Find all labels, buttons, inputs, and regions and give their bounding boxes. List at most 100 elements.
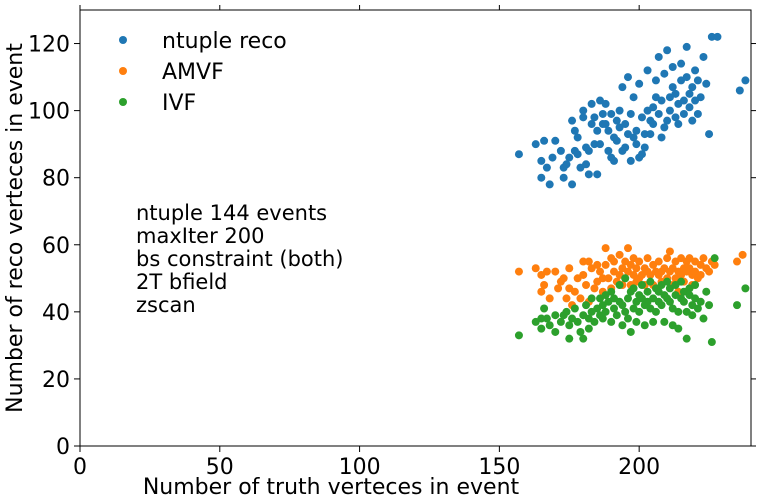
data-point [671,113,680,122]
data-point [579,113,588,122]
data-point [710,260,719,269]
data-point [640,321,649,330]
data-point [598,109,607,118]
data-point [660,69,669,78]
y-axis-ticks: 0 20 40 60 80 100 120 [28,33,756,460]
legend-marker [119,98,127,106]
data-point [612,136,621,145]
x-tick-label: 200 [618,455,660,480]
annotation-line: ntuple 144 events [136,201,327,225]
data-point [542,163,551,172]
data-point [696,93,705,102]
data-point [621,307,630,316]
data-point [654,52,663,61]
y-tick-label: 120 [28,33,70,58]
data-point [584,146,593,155]
data-point [735,86,744,95]
data-point [693,304,702,313]
data-point [601,244,610,253]
data-point [514,150,523,159]
data-point [610,257,619,266]
data-point [601,120,610,129]
data-point [663,116,672,125]
data-point [713,32,722,41]
data-point [556,317,565,326]
data-point [570,126,579,135]
data-point [629,284,638,293]
data-point [545,321,554,330]
data-point [587,294,596,303]
data-point [682,334,691,343]
data-point [623,294,632,303]
data-point [632,140,641,149]
data-point [573,133,582,142]
data-point [660,123,669,132]
data-point [710,254,719,263]
data-point [584,324,593,333]
y-tick-label: 80 [42,167,70,192]
data-point [554,284,563,293]
data-point [593,260,602,269]
data-point [691,281,700,290]
data-point [514,331,523,340]
legend-marker [119,67,127,75]
x-axis-label: Number of truth verteces in event [143,475,520,500]
data-point [741,76,750,85]
data-point [590,113,599,122]
data-point [629,133,638,142]
data-point [674,324,683,333]
legend-label: AMVF [162,60,224,85]
data-point [663,254,672,263]
data-point [537,156,546,165]
data-point [654,257,663,266]
annotation-line: 2T bfield [136,270,228,294]
legend-label: IVF [162,91,196,116]
data-point [584,170,593,179]
data-point [623,244,632,253]
data-point [582,281,591,290]
data-point [573,317,582,326]
x-tick-label: 50 [206,455,234,480]
data-point [570,287,579,296]
data-point [632,264,641,273]
data-point [615,250,624,259]
data-point [632,126,641,135]
data-point [604,274,613,283]
data-point [646,277,655,286]
data-point [679,297,688,306]
data-point [663,46,672,55]
legend: ntuple reco AMVF IVF [119,29,287,116]
data-point [545,180,554,189]
data-point [691,66,700,75]
data-point [565,264,574,273]
data-point [604,126,613,135]
data-point [596,140,605,149]
data-point [643,287,652,296]
data-point [618,301,627,310]
data-point [705,130,714,139]
data-point [607,287,616,296]
data-point [677,277,686,286]
data-point [654,109,663,118]
data-point [649,103,658,112]
data-point [707,338,716,347]
series-amvf [514,244,747,310]
data-point [615,106,624,115]
data-point [665,247,674,256]
y-tick-label: 0 [56,435,70,460]
data-point [601,307,610,316]
annotation-line: zscan [136,293,196,317]
data-point [601,99,610,108]
data-point [651,307,660,316]
data-point [545,294,554,303]
data-point [626,327,635,336]
data-point [640,143,649,152]
data-point [598,314,607,323]
data-point [548,153,557,162]
data-point [635,257,644,266]
data-point [542,314,551,323]
data-point [688,311,697,320]
data-point [643,66,652,75]
data-point [531,264,540,273]
data-point [657,133,666,142]
